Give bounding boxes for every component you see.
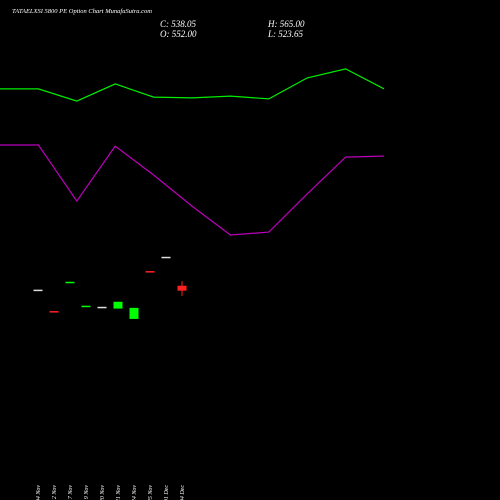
x-tick-label: 20 Nov	[100, 485, 106, 500]
ohlc-close: C: 538.05	[160, 19, 197, 29]
x-tick-label: 24 Nov	[131, 485, 138, 500]
candle-body	[129, 307, 139, 319]
ohlc-low: L: 523.65	[267, 29, 304, 39]
candle-body	[145, 271, 155, 273]
candle-body	[97, 306, 107, 309]
x-tick-label: 19 Nov	[84, 485, 90, 500]
candle-body	[113, 301, 123, 309]
candle-body	[161, 256, 171, 259]
x-tick-label: 04 Nov	[35, 485, 42, 500]
indicator-line	[0, 68, 385, 102]
x-tick-label: 04 Dec	[179, 485, 186, 500]
candle-body	[33, 289, 43, 292]
candle-body	[81, 305, 91, 308]
x-tick-label: 12 Nov	[52, 485, 58, 500]
indicator-line	[0, 144, 385, 236]
candle-body	[177, 285, 187, 291]
ohlc-high: H: 565.00	[267, 19, 305, 29]
x-tick-label: 01 Dec	[164, 485, 170, 500]
x-tick-label: 21 Nov	[116, 485, 122, 500]
chart-title: TATAELXSI 5800 PE Option Chart MunafaSut…	[12, 8, 152, 15]
x-tick-label: 25 Nov	[148, 485, 154, 500]
candle-body	[65, 281, 75, 284]
ohlc-open: O: 552.00	[160, 29, 197, 39]
candle-body	[49, 311, 59, 313]
x-tick-label: 17 Nov	[68, 485, 74, 500]
